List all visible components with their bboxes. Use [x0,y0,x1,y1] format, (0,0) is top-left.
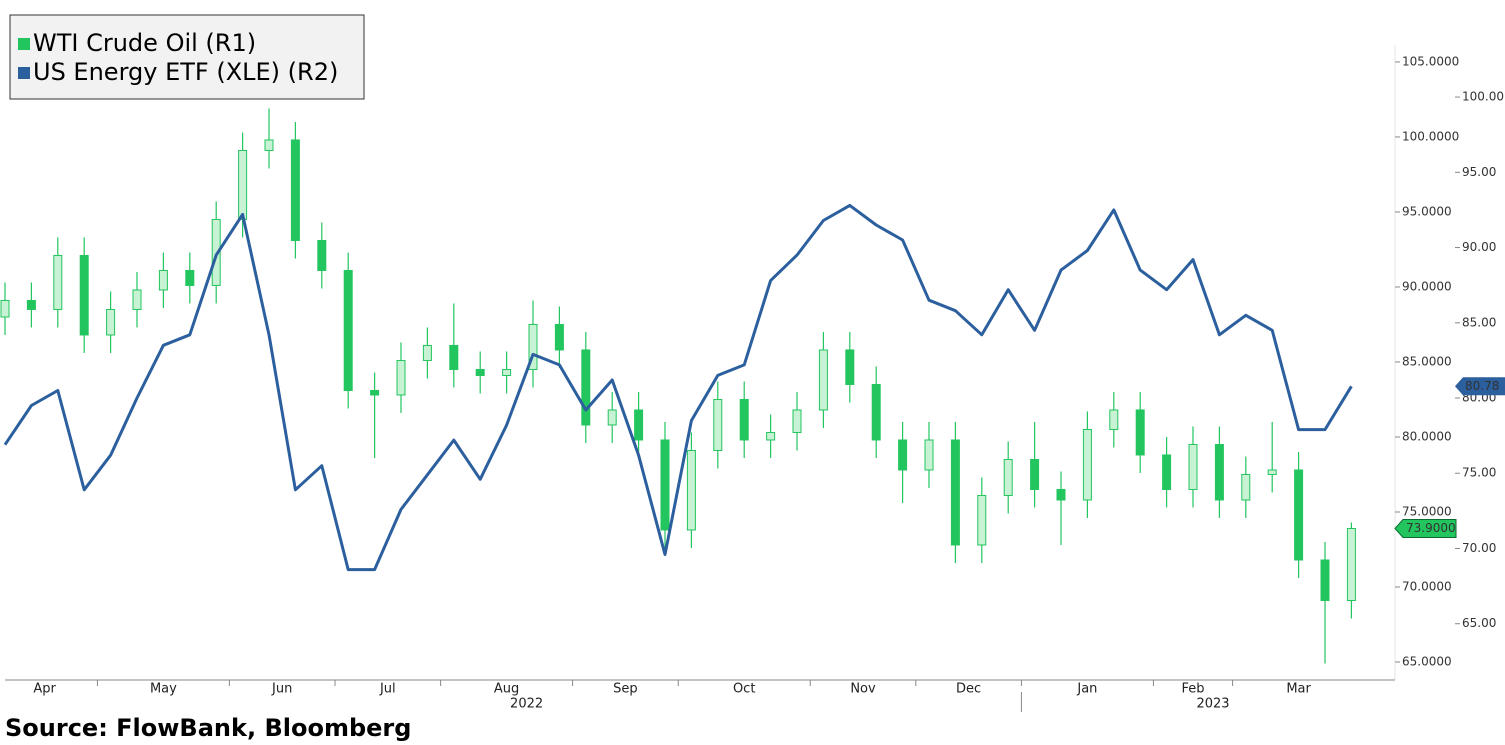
x-tick-label: May [150,682,177,697]
y-tick-label: 65.0000 [1402,654,1452,668]
candle-body [739,398,749,441]
marks [0,108,1356,664]
y2-tick-label: 85.00 [1462,315,1496,329]
last-value-tag [1394,518,1457,538]
candle-body [845,349,855,385]
candle-body [1214,443,1224,501]
candle-body [79,254,89,336]
series-line [3,203,1353,572]
candle-body [475,368,485,376]
legend-label: US Energy ETF (XLE) (R2) [33,58,338,86]
x-tick-label: Aug [494,682,519,697]
candle-body [1294,469,1304,561]
candle-body [449,344,459,370]
y-tick-label: 90.0000 [1402,279,1452,293]
candle-body [554,323,564,351]
candle-body [370,389,380,396]
candle-body [502,368,512,376]
candle-body [634,409,644,441]
candle-body [924,439,934,471]
candle-body [106,308,116,336]
candle-body [792,409,802,433]
candle-body [581,349,591,426]
candle-body [1030,458,1040,490]
candle-body [1267,469,1277,475]
candle-body [185,269,195,286]
last-value-label: 73.9000 [1406,521,1456,535]
candle-body [950,439,960,546]
legend: WTI Crude Oil (R1)US Energy ETF (XLE) (R… [9,14,365,100]
x-tick-label: Jan [1076,682,1097,697]
y2-tick-label: 70.00 [1462,541,1496,555]
candle-body [977,494,987,546]
last-value-tag [1455,377,1505,396]
candle-body [290,139,300,241]
candle-body [766,431,776,441]
candle-body [264,139,274,151]
candle-body [53,254,63,310]
candle-body [1162,454,1172,490]
candle-body [343,269,353,391]
legend-swatch [18,67,30,79]
x-tick-label: Nov [850,682,876,697]
candle-body [1135,409,1145,456]
y-tick-label: 75.0000 [1402,504,1452,518]
x-tick-label: Oct [733,682,755,697]
candle-body [818,349,828,411]
y-tick-label: 95.0000 [1402,204,1452,218]
candle-body [1346,527,1356,601]
year-label: 2023 [1196,697,1229,712]
candle-body [1082,428,1092,501]
y2-tick-label: 65.00 [1462,616,1496,630]
candle-body [871,383,881,441]
candle-body [686,449,696,531]
x-tick-label: Mar [1286,682,1311,697]
candle-body [528,323,538,370]
x-tick-label: Jun [271,682,292,697]
y-tick-label: 105.0000 [1402,54,1459,68]
legend-label: WTI Crude Oil (R1) [33,29,256,57]
candle-body [1109,409,1119,430]
candle-body [0,299,10,318]
candle-body [317,239,327,271]
x-tick-label: Jul [379,682,396,697]
x-tick-label: Feb [1181,682,1204,697]
y-tick-label: 70.0000 [1402,579,1452,593]
y-tick-label: 85.0000 [1402,354,1452,368]
legend-box [9,14,365,100]
candle-body [1320,559,1330,601]
last-value-label: 80.78 [1465,379,1499,393]
candle-body [1241,473,1251,501]
candle-body [1003,458,1013,496]
y2-tick-label: 95.00 [1462,165,1496,179]
candle-body [238,149,248,220]
legend-swatch [18,38,30,50]
candle-body [26,299,36,310]
y2-tick-label: 90.00 [1462,240,1496,254]
candle-body [713,398,723,451]
y2-tick-label: 100.00 [1462,90,1504,104]
y2-tick-label: 75.00 [1462,466,1496,480]
x-tick-label: Dec [956,682,981,697]
candle-body [1056,488,1066,501]
candle-body [396,359,406,396]
source: Source: FlowBank, Bloomberg [5,714,411,742]
candle-body [422,344,432,361]
candle-body [132,289,142,310]
y-tick-label: 100.0000 [1402,129,1459,143]
y-tick-label: 80.0000 [1402,429,1452,443]
x-tick-label: Sep [613,682,638,697]
year-label: 2022 [510,697,543,712]
candle-body [660,439,670,531]
x-tick-label: Apr [33,682,56,697]
candle-body [1188,443,1198,490]
candle-body [898,439,908,471]
candle-body [607,409,617,426]
candle-body [158,269,168,291]
